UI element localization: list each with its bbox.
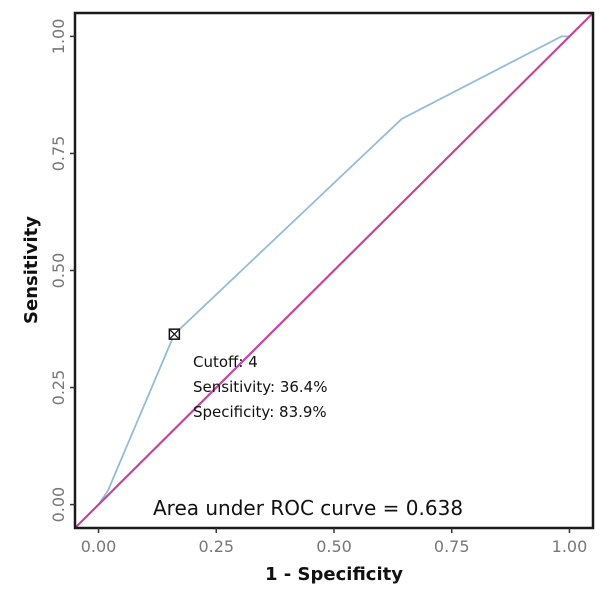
x-tick-label: 0.50 xyxy=(316,537,352,556)
y-tick-label: 0.75 xyxy=(49,136,68,172)
y-tick-label: 0.00 xyxy=(49,487,68,523)
annotation-sensitivity: Sensitivity: 36.4% xyxy=(193,378,327,396)
x-tick-label: 0.00 xyxy=(81,537,117,556)
annotation-specificity: Specificity: 83.9% xyxy=(193,403,327,421)
roc-curve-line xyxy=(97,35,570,506)
x-tick-label: 1.00 xyxy=(552,537,588,556)
y-tick-label: 1.00 xyxy=(49,19,68,55)
y-tick-label: 0.25 xyxy=(49,370,68,406)
y-axis-label: Sensitivity xyxy=(21,216,42,324)
x-tick-label: 0.75 xyxy=(434,537,470,556)
y-tick-label: 0.50 xyxy=(49,253,68,289)
annotation-cutoff: Cutoff: 4 xyxy=(193,353,258,371)
x-axis-label: 1 - Specificity xyxy=(265,564,403,585)
reference-diagonal-line xyxy=(74,12,594,529)
cutoff-marker xyxy=(168,328,181,340)
x-tick-label: 0.25 xyxy=(198,537,234,556)
annotation-auc: Area under ROC curve = 0.638 xyxy=(153,496,463,520)
